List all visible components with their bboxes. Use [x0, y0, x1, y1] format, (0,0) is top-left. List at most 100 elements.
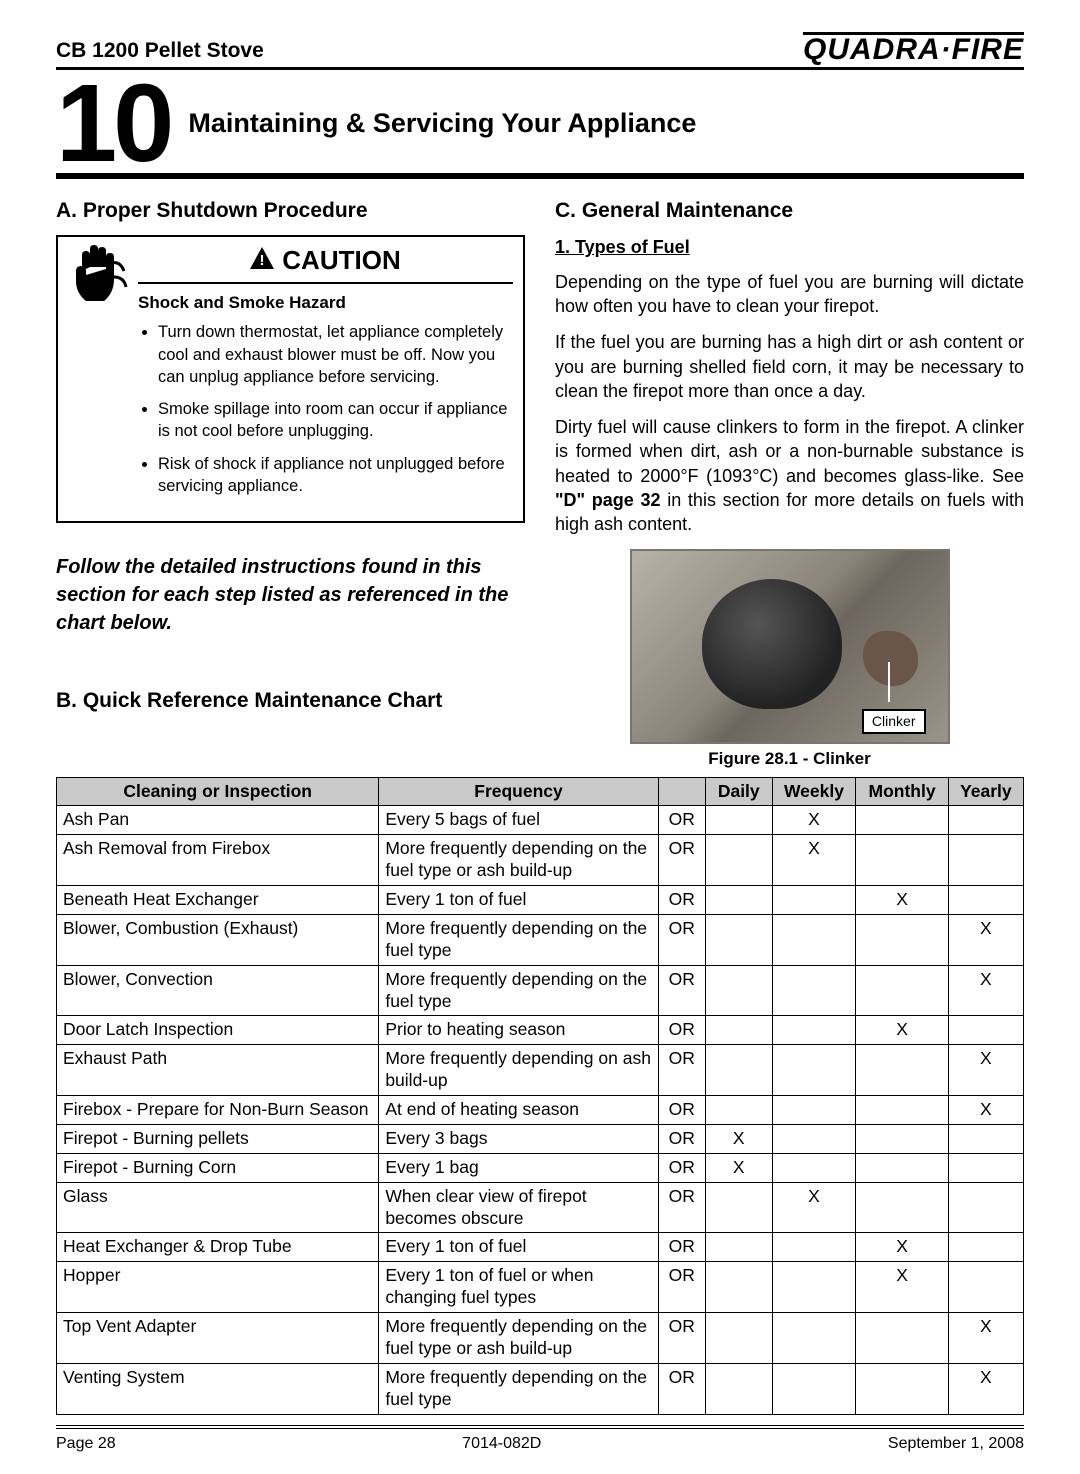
- cell-weekly: [772, 1233, 856, 1262]
- hazard-label: Shock and Smoke Hazard: [138, 292, 513, 315]
- cell-freq: Every 3 bags: [379, 1124, 658, 1153]
- figure-28-1: Clinker Figure 28.1 - Clinker: [555, 549, 1024, 771]
- cell-yearly: [948, 886, 1023, 915]
- cell-monthly: [856, 1363, 948, 1414]
- table-row: Firepot - Burning CornEvery 1 bagORX: [57, 1153, 1024, 1182]
- cell-or: OR: [658, 1363, 705, 1414]
- section-c-p2: If the fuel you are burning has a high d…: [555, 330, 1024, 403]
- cell-task: Firebox - Prepare for Non-Burn Season: [57, 1096, 379, 1125]
- cell-monthly: [856, 1153, 948, 1182]
- cell-weekly: [772, 1016, 856, 1045]
- cell-freq: Every 5 bags of fuel: [379, 806, 658, 835]
- chapter-title: Maintaining & Servicing Your Appliance: [188, 105, 696, 141]
- cell-or: OR: [658, 1313, 705, 1364]
- cell-monthly: [856, 1096, 948, 1125]
- cell-or: OR: [658, 1153, 705, 1182]
- table-row: Ash Removal from FireboxMore frequently …: [57, 835, 1024, 886]
- cell-or: OR: [658, 1124, 705, 1153]
- cell-daily: X: [705, 1153, 772, 1182]
- cell-monthly: X: [856, 1016, 948, 1045]
- cell-weekly: [772, 1262, 856, 1313]
- page-ref: "D" page 32: [555, 490, 661, 510]
- cell-task: Heat Exchanger & Drop Tube: [57, 1233, 379, 1262]
- table-row: HopperEvery 1 ton of fuel or when changi…: [57, 1262, 1024, 1313]
- cell-daily: [705, 965, 772, 1016]
- cell-weekly: [772, 914, 856, 965]
- cell-monthly: [856, 965, 948, 1016]
- caution-bullet: Turn down thermostat, let appliance comp…: [158, 321, 513, 388]
- cell-yearly: [948, 1153, 1023, 1182]
- cell-monthly: X: [856, 886, 948, 915]
- cell-weekly: X: [772, 806, 856, 835]
- cell-freq: Every 1 bag: [379, 1153, 658, 1182]
- chapter-number: 10: [56, 74, 170, 173]
- cell-freq: Every 1 ton of fuel: [379, 886, 658, 915]
- cell-task: Glass: [57, 1182, 379, 1233]
- cell-yearly: [948, 1233, 1023, 1262]
- cell-freq: More frequently depending on ash build-u…: [379, 1045, 658, 1096]
- cell-yearly: X: [948, 1363, 1023, 1414]
- cell-task: Hopper: [57, 1262, 379, 1313]
- table-row: GlassWhen clear view of firepot becomes …: [57, 1182, 1024, 1233]
- table-row: Door Latch InspectionPrior to heating se…: [57, 1016, 1024, 1045]
- cell-or: OR: [658, 1182, 705, 1233]
- cell-freq: More frequently depending on the fuel ty…: [379, 1363, 658, 1414]
- cell-daily: [705, 886, 772, 915]
- cell-daily: X: [705, 1124, 772, 1153]
- svg-text:!: !: [260, 252, 265, 269]
- cell-yearly: [948, 835, 1023, 886]
- cell-monthly: X: [856, 1262, 948, 1313]
- chapter-banner: 10 Maintaining & Servicing Your Applianc…: [56, 74, 1024, 179]
- col-weekly: Weekly: [772, 777, 856, 806]
- cell-daily: [705, 1233, 772, 1262]
- hand-stop-icon: [68, 243, 130, 319]
- caution-label: CAUTION: [282, 243, 400, 278]
- cell-task: Venting System: [57, 1363, 379, 1414]
- cell-or: OR: [658, 1045, 705, 1096]
- table-header-row: Cleaning or Inspection Frequency Daily W…: [57, 777, 1024, 806]
- cell-daily: [705, 1363, 772, 1414]
- cell-daily: [705, 1096, 772, 1125]
- footer-page: Page 28: [56, 1433, 116, 1455]
- cell-daily: [705, 914, 772, 965]
- left-column: A. Proper Shutdown Procedure ! CAUTION S…: [56, 197, 525, 771]
- cell-freq: Every 1 ton of fuel or when changing fue…: [379, 1262, 658, 1313]
- section-c-p1: Depending on the type of fuel you are bu…: [555, 270, 1024, 319]
- cell-freq: More frequently depending on the fuel ty…: [379, 1313, 658, 1364]
- cell-or: OR: [658, 914, 705, 965]
- cell-task: Door Latch Inspection: [57, 1016, 379, 1045]
- cell-weekly: [772, 1124, 856, 1153]
- section-c-p3: Dirty fuel will cause clinkers to form i…: [555, 415, 1024, 536]
- footer-date: September 1, 2008: [888, 1433, 1024, 1455]
- cell-task: Exhaust Path: [57, 1045, 379, 1096]
- clinker-photo: Clinker: [630, 549, 950, 744]
- caution-bullet: Risk of shock if appliance not unplugged…: [158, 453, 513, 498]
- cell-or: OR: [658, 1233, 705, 1262]
- cell-daily: [705, 1045, 772, 1096]
- table-row: Ash PanEvery 5 bags of fuelORX: [57, 806, 1024, 835]
- cell-weekly: [772, 1313, 856, 1364]
- cell-freq: More frequently depending on the fuel ty…: [379, 835, 658, 886]
- cell-task: Firepot - Burning pellets: [57, 1124, 379, 1153]
- table-row: Blower, Combustion (Exhaust)More frequen…: [57, 914, 1024, 965]
- table-row: Firebox - Prepare for Non-Burn SeasonAt …: [57, 1096, 1024, 1125]
- cell-monthly: [856, 835, 948, 886]
- cell-daily: [705, 1182, 772, 1233]
- cell-freq: Every 1 ton of fuel: [379, 1233, 658, 1262]
- cell-yearly: [948, 1124, 1023, 1153]
- cell-task: Blower, Convection: [57, 965, 379, 1016]
- cell-or: OR: [658, 886, 705, 915]
- cell-freq: More frequently depending on the fuel ty…: [379, 965, 658, 1016]
- cell-yearly: X: [948, 1096, 1023, 1125]
- section-c-heading: C. General Maintenance: [555, 197, 1024, 225]
- figure-caption: Figure 28.1 - Clinker: [555, 748, 1024, 771]
- col-frequency: Frequency: [379, 777, 658, 806]
- cell-monthly: [856, 914, 948, 965]
- col-yearly: Yearly: [948, 777, 1023, 806]
- footer-doc: 7014-082D: [462, 1433, 541, 1455]
- cell-task: Ash Removal from Firebox: [57, 835, 379, 886]
- maintenance-table: Cleaning or Inspection Frequency Daily W…: [56, 777, 1024, 1415]
- cell-task: Beneath Heat Exchanger: [57, 886, 379, 915]
- col-cleaning: Cleaning or Inspection: [57, 777, 379, 806]
- cell-task: Blower, Combustion (Exhaust): [57, 914, 379, 965]
